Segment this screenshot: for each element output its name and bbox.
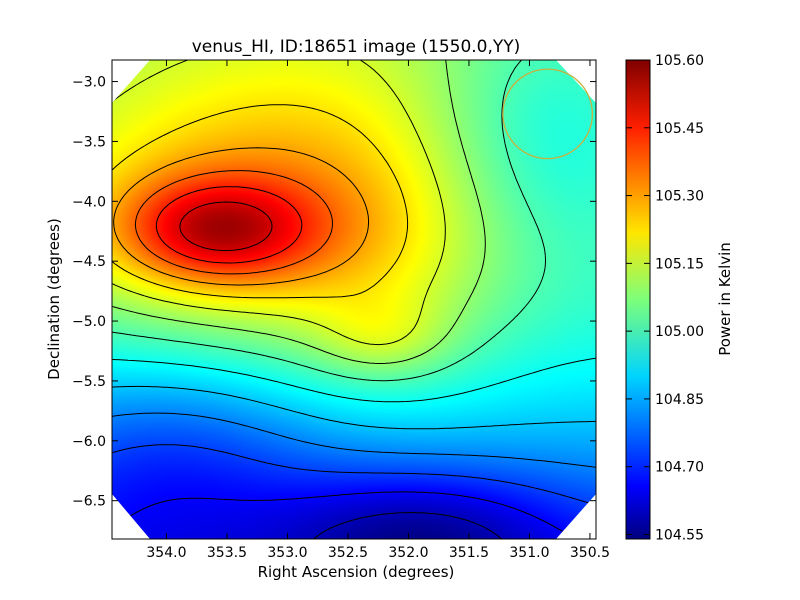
- x-tick-label: 351.5: [449, 545, 489, 561]
- colorbar-tick-label: 105.45: [655, 121, 704, 137]
- contour-line: [112, 491, 577, 539]
- x-axis-label: Right Ascension (degrees): [258, 563, 455, 581]
- y-tick-label: −5.5: [72, 374, 106, 390]
- x-tick-label: 350.5: [570, 545, 610, 561]
- colorbar-tick-label: 104.70: [655, 460, 704, 476]
- y-tick-label: −5.0: [72, 314, 106, 330]
- colorbar-ticks: 104.55 104.70 104.85 105.00 105.15 105.30 105.…: [626, 53, 704, 543]
- colorbar-tick-label: 105.00: [655, 324, 704, 340]
- contour-line: [179, 201, 273, 251]
- y-tick-label: −4.0: [72, 194, 106, 210]
- x-tick-label: 352.0: [388, 545, 428, 561]
- y-tick-label: −6.5: [72, 494, 106, 510]
- contour-line: [112, 104, 409, 299]
- beam-circle: [502, 68, 594, 160]
- contour-line: [112, 60, 546, 382]
- colorbar-tick-label: 104.55: [655, 527, 704, 543]
- colorbar-tick-label: 105.30: [655, 189, 704, 205]
- x-tick-label: 353.5: [207, 545, 247, 561]
- x-tick-label: 354.0: [146, 545, 186, 561]
- x-tick-label: 353.0: [267, 545, 307, 561]
- corner-mask-top-right: [556, 60, 596, 103]
- x-axis: 354.0 353.5 353.0 352.5 352.0 351.5 351.0 350.5: [146, 60, 610, 561]
- colorbar-tick-label: 105.60: [655, 53, 704, 69]
- colorbar: 104.55 104.70 104.85 105.00 105.15 105.30 105.…: [625, 53, 734, 543]
- colorbar-tick-label: 104.85: [655, 392, 704, 408]
- contour-layer: [112, 60, 596, 539]
- contour-line: [155, 186, 303, 264]
- contour-line: [112, 357, 596, 403]
- y-axis: −3.0 −3.5 −4.0 −4.5 −5.0 −5.5 −6.0 −6.5: [72, 75, 596, 510]
- contour-line: [112, 60, 486, 364]
- corner-mask-bottom-left: [112, 494, 150, 539]
- contour-line: [113, 147, 369, 286]
- x-tick-label: 352.5: [328, 545, 368, 561]
- colorbar-tick-label: 105.15: [655, 256, 704, 272]
- heatmap-image: [112, 60, 596, 539]
- y-tick-label: −4.5: [72, 254, 106, 270]
- y-tick-label: −3.0: [72, 75, 106, 91]
- colorbar-label: Power in Kelvin: [716, 242, 734, 356]
- y-axis-label: Declination (degrees): [45, 218, 63, 380]
- contour-line: [112, 412, 596, 468]
- y-tick-label: −3.5: [72, 134, 106, 150]
- plot-area: [111, 59, 597, 540]
- contour-line: [112, 385, 596, 430]
- chart-title: venus_HI, ID:18651 image (1550.0,YY): [192, 37, 521, 57]
- corner-mask-top-left: [112, 60, 150, 103]
- x-tick-label: 351.0: [509, 545, 549, 561]
- colorbar-gradient: [625, 59, 651, 540]
- contour-line: [134, 170, 333, 275]
- plot-frame: [111, 59, 597, 540]
- corner-mask-bottom-right: [556, 494, 596, 539]
- contour-line: [112, 444, 596, 506]
- contour-line: [313, 512, 502, 539]
- y-tick-label: −6.0: [72, 434, 106, 450]
